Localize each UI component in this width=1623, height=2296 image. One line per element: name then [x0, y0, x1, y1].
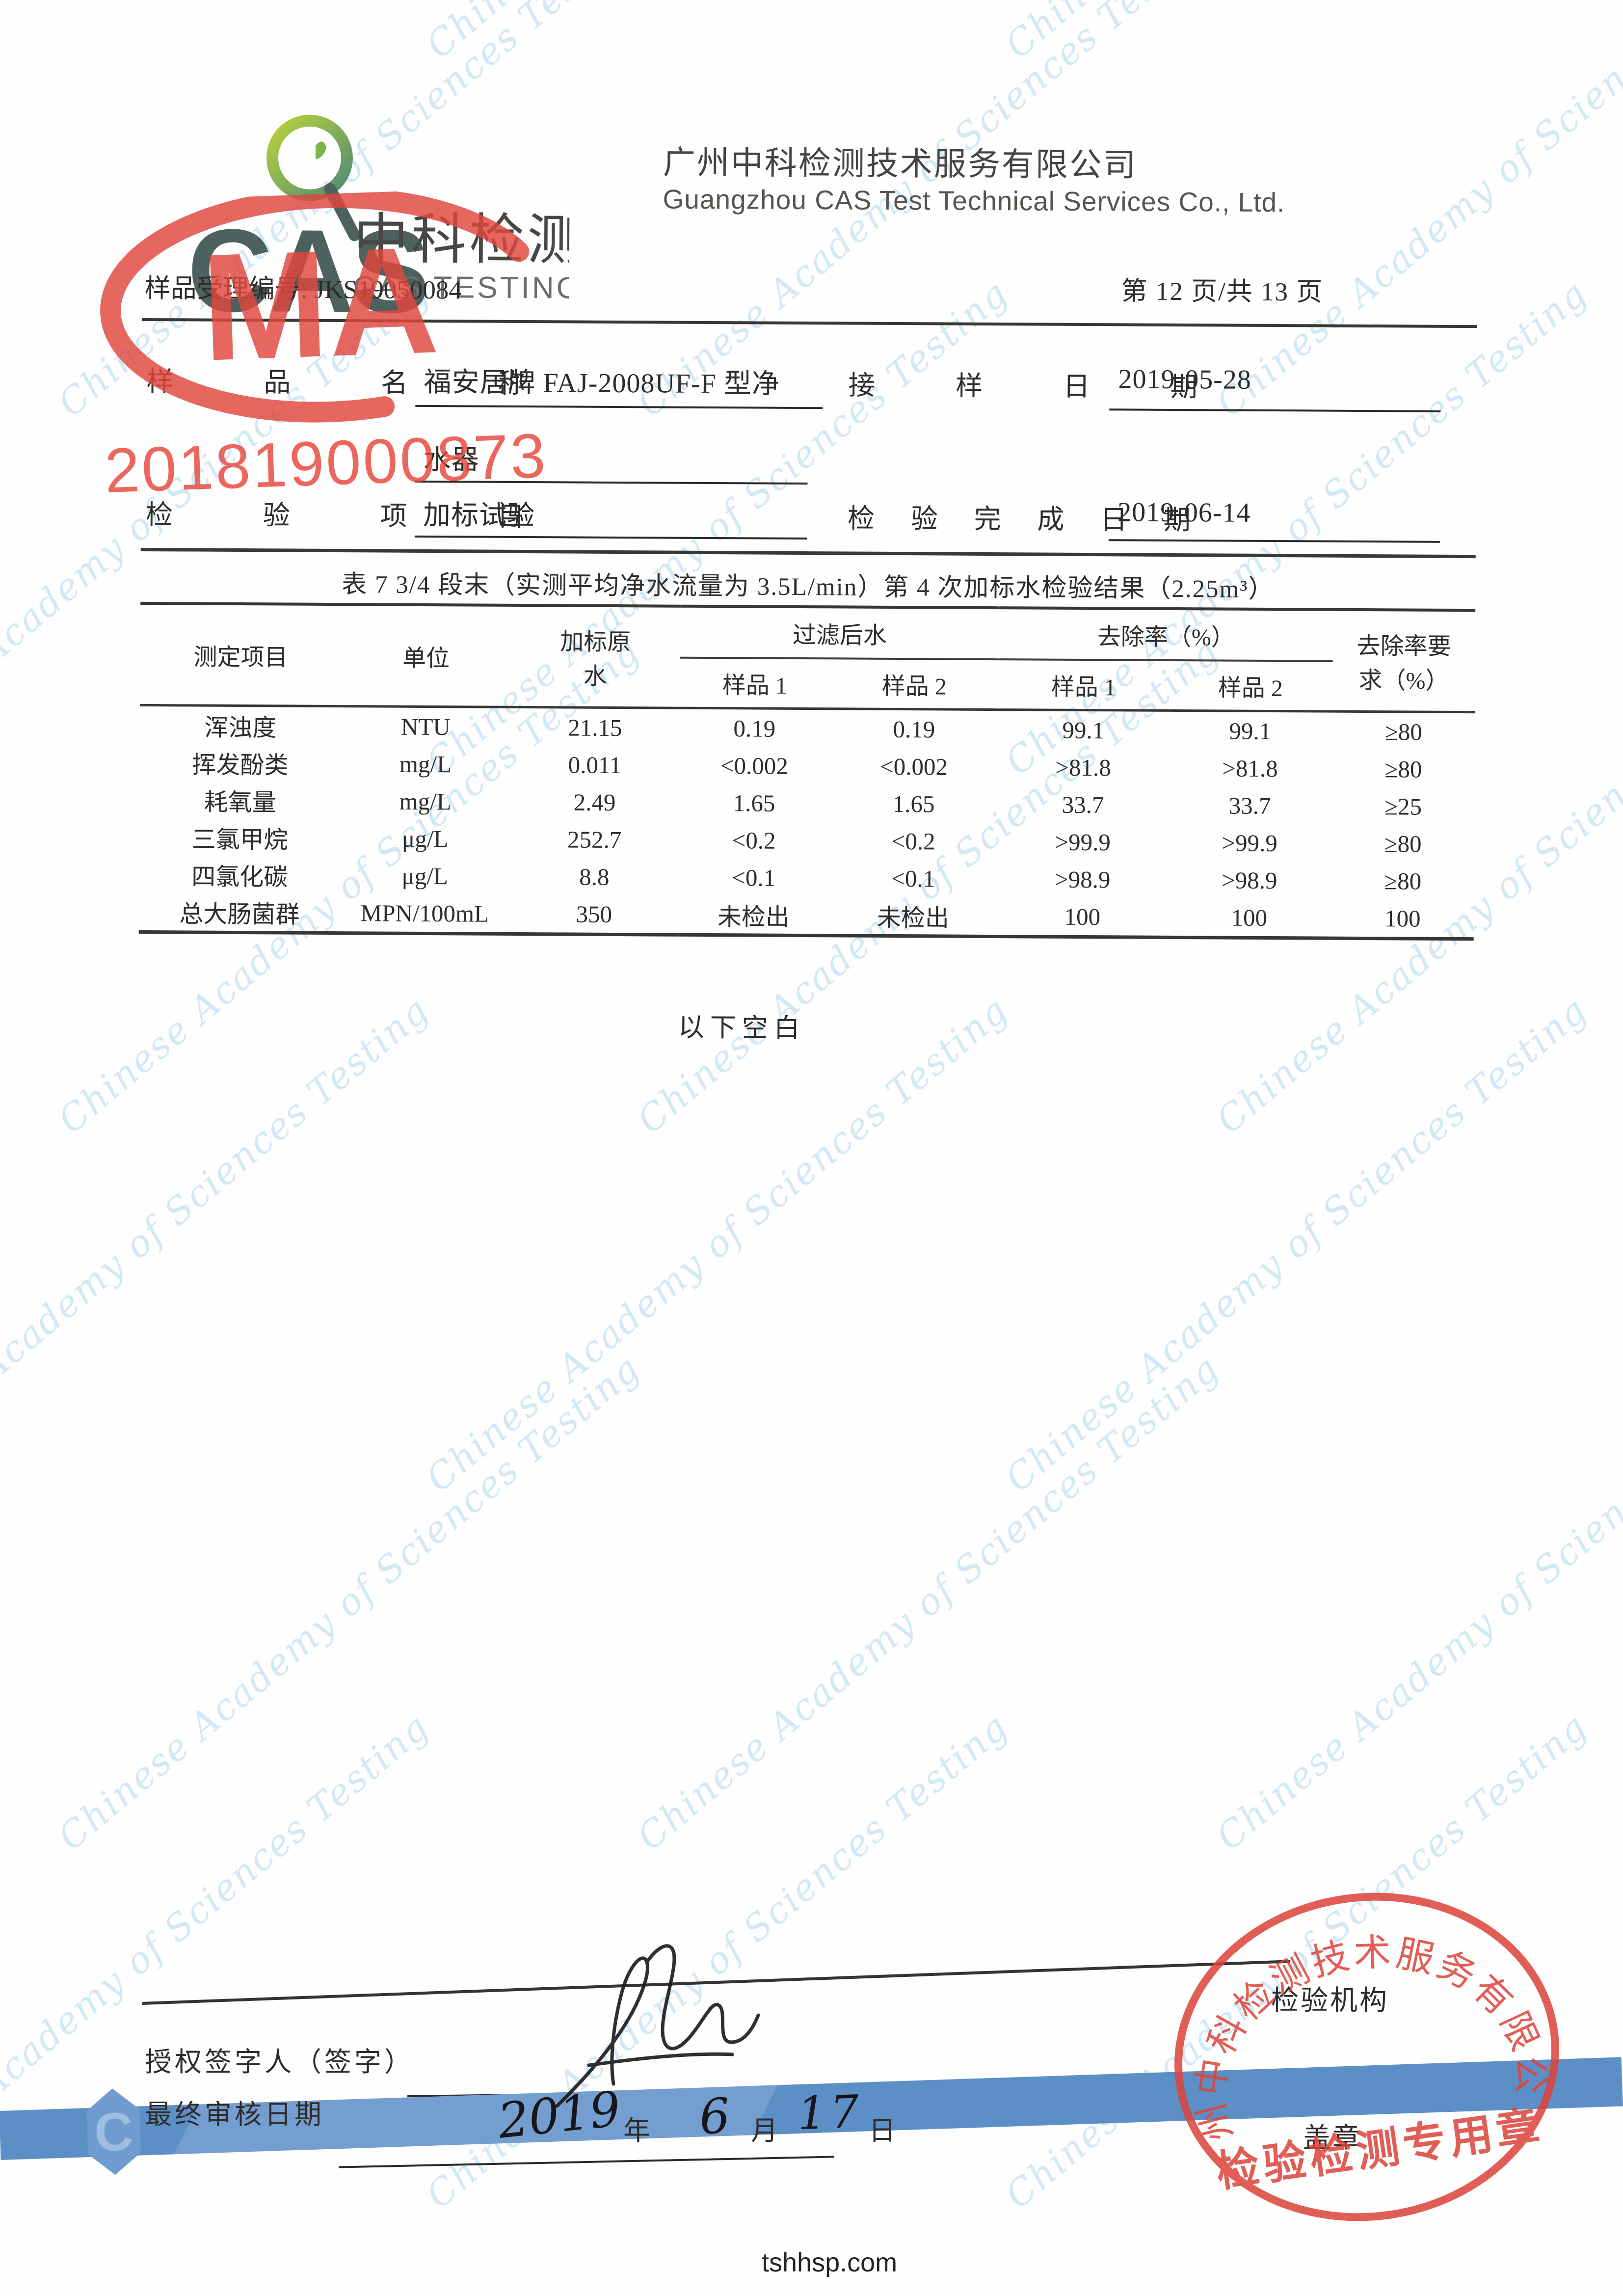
day-char: 日: [869, 2116, 896, 2146]
inspection-agency-label: 检验机构: [1271, 1986, 1389, 2016]
cas-hexagon-logo: C: [86, 2088, 142, 2176]
hexagon-c-glyph: C: [93, 2101, 134, 2163]
handwritten-signature: [555, 1944, 760, 2108]
month-char: 月: [751, 2116, 778, 2146]
year-char: 年: [623, 2116, 651, 2146]
date-underline: [339, 2156, 834, 2168]
website-url: tshhsp.com: [762, 2248, 898, 2277]
seal-label: 盖章: [1303, 2123, 1362, 2154]
leaf-icon: [315, 141, 327, 160]
handwritten-day: 17: [797, 2085, 864, 2140]
authorized-signer-label: 授权签字人（签字）: [145, 2047, 415, 2077]
final-review-date-label: 最终审核日期: [145, 2100, 325, 2130]
